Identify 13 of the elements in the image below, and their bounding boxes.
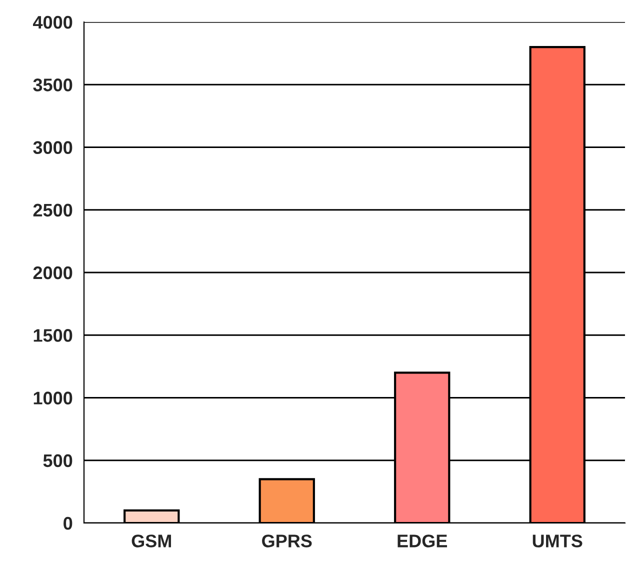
y-tick-label: 4000	[33, 16, 72, 29]
y-tick-label: 3000	[33, 141, 72, 154]
y-tick-label: 3500	[33, 78, 72, 92]
y-tick-label: 2500	[33, 204, 72, 217]
y-tick-label: 1000	[34, 392, 72, 404]
y-tick-label: 1500	[34, 329, 72, 342]
y-tick-label: 2000	[33, 266, 72, 280]
x-tick-label: EDGE	[398, 534, 448, 548]
x-tick-label: GPRS	[262, 534, 312, 548]
x-tick-label: GSM	[132, 534, 171, 548]
y-tick-label: 500	[43, 454, 72, 468]
y-tick-label: 0	[64, 516, 72, 530]
x-tick-label: UMTS	[532, 534, 582, 548]
